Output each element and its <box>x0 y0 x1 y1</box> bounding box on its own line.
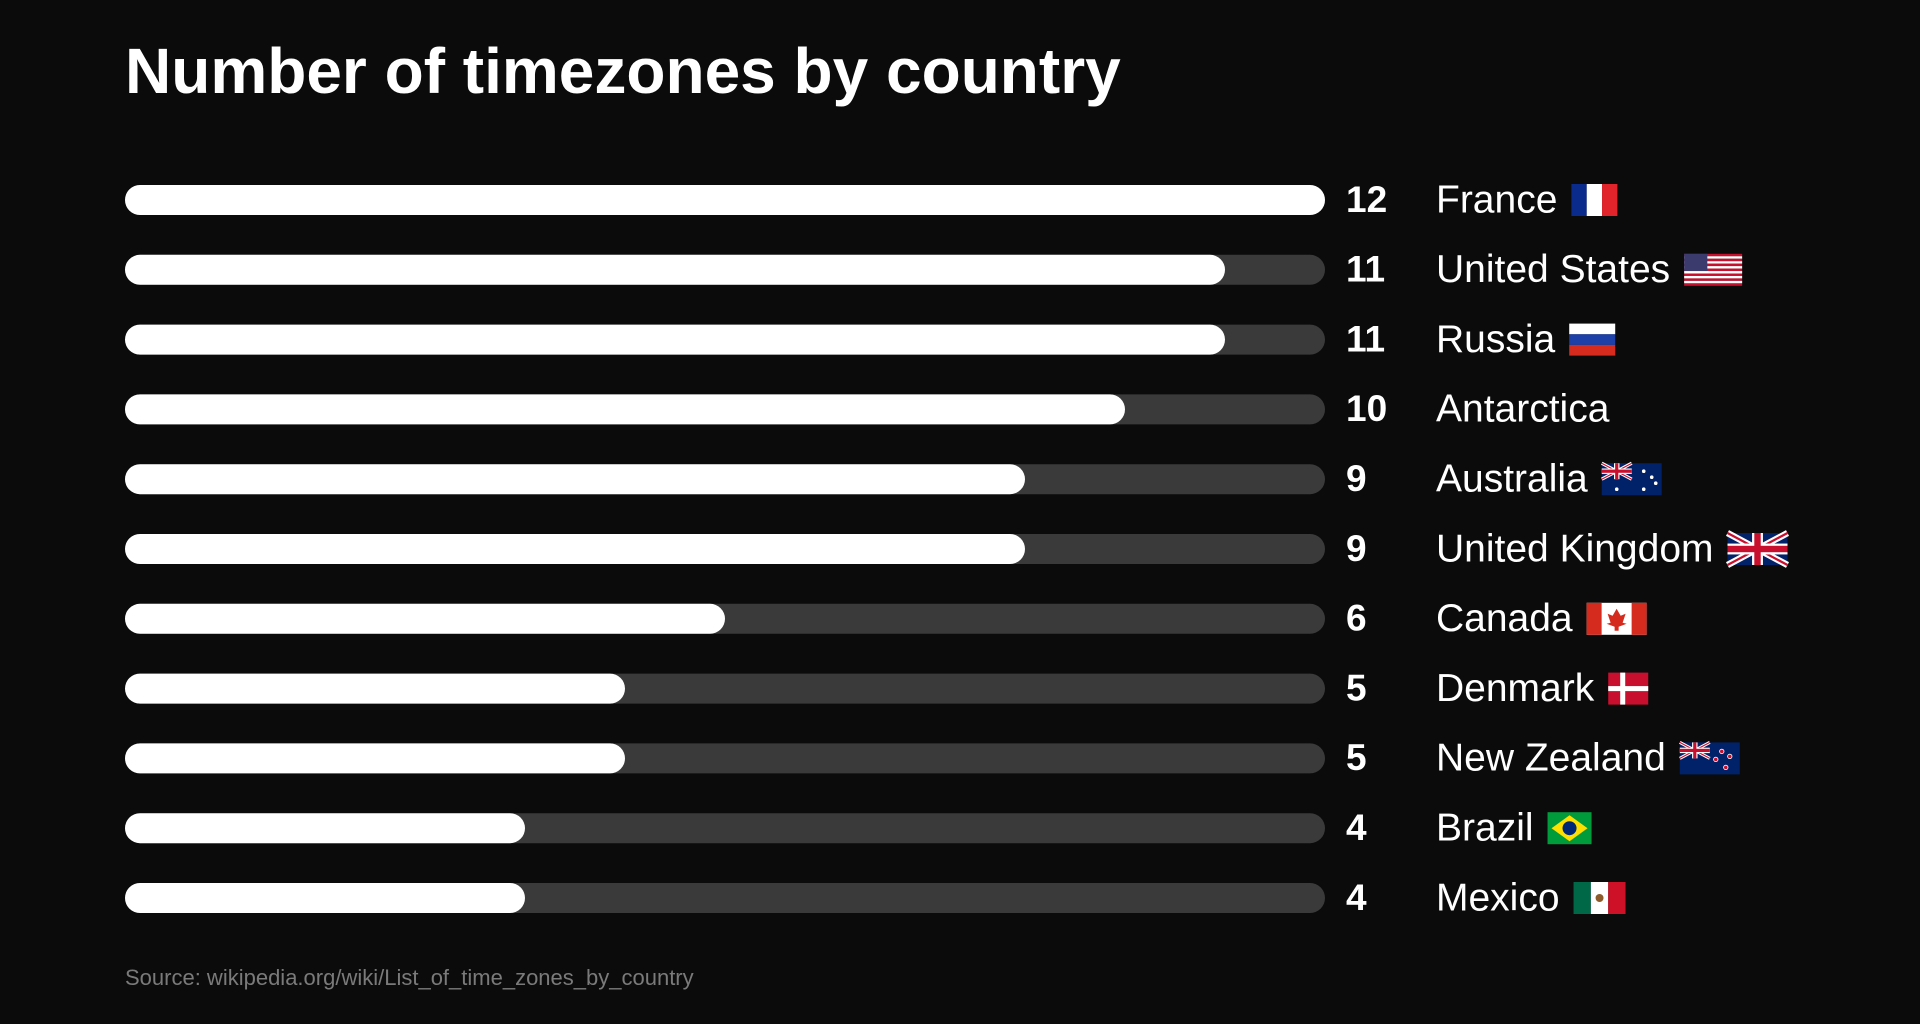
flag-part <box>1679 748 1710 752</box>
value-label: 9 <box>1346 458 1367 499</box>
bar <box>125 603 725 634</box>
flag-part <box>1684 261 1743 264</box>
flag-part <box>1684 280 1743 284</box>
value-label: 12 <box>1346 179 1387 220</box>
flag <box>1600 461 1662 496</box>
flag-part <box>1684 253 1708 272</box>
value-label: 5 <box>1346 667 1367 708</box>
value-label: 5 <box>1346 737 1367 778</box>
chart-title: Number of timezones by country <box>125 35 1121 107</box>
flag-part <box>1571 184 1587 216</box>
category-label: Canada <box>1436 597 1573 640</box>
flag-part <box>1608 686 1649 692</box>
value-label: 9 <box>1346 528 1367 569</box>
flag <box>1679 740 1740 775</box>
flag-part <box>1602 184 1618 216</box>
flag-part <box>1569 323 1616 335</box>
bar <box>125 673 625 704</box>
flag-part <box>1684 256 1743 259</box>
category-label: Denmark <box>1436 667 1595 710</box>
flag <box>1573 882 1626 914</box>
flag <box>1684 253 1743 286</box>
flag-part <box>1595 894 1604 902</box>
flag-part <box>1586 602 1602 635</box>
flag-part <box>1614 487 1619 491</box>
value-label: 11 <box>1346 249 1385 290</box>
category-label: Russia <box>1436 318 1556 361</box>
flag-part <box>1684 268 1743 272</box>
source: Source: wikipedia.org/wiki/List_of_time_… <box>125 965 694 990</box>
flag <box>1571 184 1618 216</box>
flag-part <box>1569 344 1616 356</box>
flag-part <box>1723 764 1729 771</box>
flag-part <box>1684 283 1743 286</box>
flag-part <box>1727 753 1733 760</box>
category-label: Antarctica <box>1436 388 1610 431</box>
flag-part <box>1569 334 1616 345</box>
value-label: 11 <box>1346 318 1385 359</box>
flag-part <box>1601 469 1632 473</box>
value-label: 4 <box>1346 807 1367 848</box>
flag-part <box>1684 275 1743 279</box>
category-label: United States <box>1436 248 1670 291</box>
flag-part <box>1608 882 1626 914</box>
value-label: 10 <box>1346 388 1387 429</box>
flag-part <box>1727 545 1788 553</box>
bar <box>125 324 1225 355</box>
flag-part <box>1719 748 1725 755</box>
flag-part <box>1631 602 1647 635</box>
category-label: Brazil <box>1436 806 1534 849</box>
flag-part <box>1641 469 1646 473</box>
category-label: Australia <box>1436 457 1588 500</box>
bar <box>125 534 1025 564</box>
flag-part <box>1684 253 1743 257</box>
flag <box>1586 602 1647 635</box>
flag <box>1725 530 1790 568</box>
category-label: France <box>1436 178 1557 221</box>
flag-part <box>1684 266 1743 269</box>
bar <box>125 394 1125 425</box>
bar <box>125 185 1325 215</box>
bar <box>125 883 525 913</box>
flag-part <box>1606 608 1627 631</box>
flag <box>1569 323 1616 356</box>
bar <box>125 813 525 844</box>
flag-part <box>1586 184 1603 216</box>
category-label: United Kingdom <box>1436 527 1714 570</box>
flag-part <box>1684 278 1743 281</box>
value-label: 6 <box>1346 598 1367 639</box>
value-label: 4 <box>1346 877 1367 918</box>
category-label: New Zealand <box>1436 737 1666 780</box>
flag <box>1547 812 1592 845</box>
flag-part <box>1684 271 1743 274</box>
bar <box>125 743 625 774</box>
flag-part <box>1713 756 1719 763</box>
flag-part <box>1649 475 1654 479</box>
bar <box>125 464 1025 495</box>
flag-part <box>1641 487 1646 491</box>
flag <box>1608 672 1649 705</box>
flag-part <box>1684 258 1743 262</box>
flag-part <box>1684 273 1743 276</box>
flag-part <box>1653 481 1658 485</box>
category-label: Mexico <box>1436 876 1560 919</box>
bar <box>125 254 1225 285</box>
flag-part <box>1684 263 1743 267</box>
flag-part <box>1562 821 1577 836</box>
flag-part <box>1573 882 1591 914</box>
